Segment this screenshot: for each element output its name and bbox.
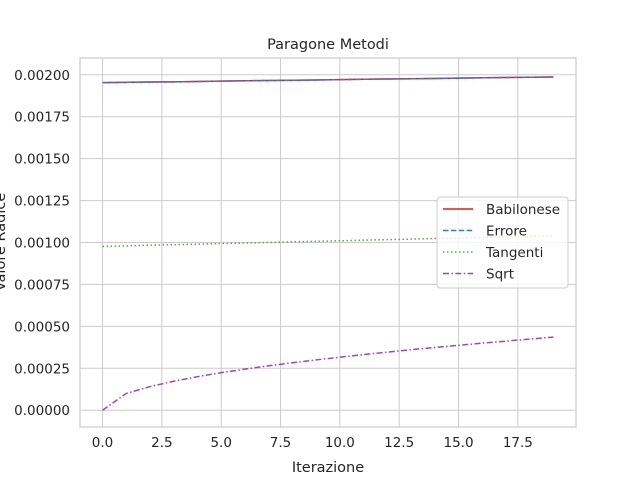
y-tick-label: 0.00125 [14, 194, 70, 210]
grid-lines [80, 58, 576, 427]
x-tick-label: 10.0 [325, 435, 355, 451]
legend: Babilonese Errore Tangenti Sqrt [436, 196, 569, 289]
legend-label-errore: Errore [486, 224, 527, 240]
series-line-sqrt [102, 336, 554, 411]
series-line-errore [102, 76, 554, 84]
legend-label-tangenti: Tangenti [485, 245, 543, 261]
x-tick-label: 12.5 [384, 435, 414, 451]
plot-frame [79, 57, 577, 428]
y-tick-label: 0.00100 [14, 236, 70, 252]
x-axis-label: Iterazione [292, 460, 364, 476]
y-tick-label: 0.00000 [14, 403, 70, 419]
x-tick-label: 15.0 [443, 435, 473, 451]
y-tick-label: 0.00175 [14, 110, 70, 126]
y-tick-label: 0.00025 [14, 361, 70, 377]
chart-title: Paragone Metodi [267, 37, 389, 53]
series-lines [102, 76, 554, 411]
y-tick-label: 0.00050 [14, 319, 70, 335]
x-tick-label: 5.0 [210, 435, 231, 451]
x-tick-label: 0.0 [92, 435, 113, 451]
x-tick-labels: 0.0 2.5 5.0 7.5 10.0 12.5 15.0 17.5 [92, 435, 533, 451]
y-axis-label: Valore Radice [0, 193, 9, 292]
legend-label-babilonese: Babilonese [486, 202, 560, 218]
y-tick-label: 0.00150 [14, 152, 70, 168]
legend-label-sqrt: Sqrt [486, 267, 514, 283]
x-tick-label: 7.5 [270, 435, 291, 451]
y-tick-label: 0.00075 [14, 277, 70, 293]
legend-box [436, 196, 569, 289]
x-tick-label: 17.5 [503, 435, 533, 451]
x-tick-label: 2.5 [151, 435, 172, 451]
y-tick-labels: 0.00000 0.00025 0.00050 0.00075 0.00100 0.001… [14, 68, 70, 419]
y-tick-label: 0.00200 [14, 68, 70, 84]
